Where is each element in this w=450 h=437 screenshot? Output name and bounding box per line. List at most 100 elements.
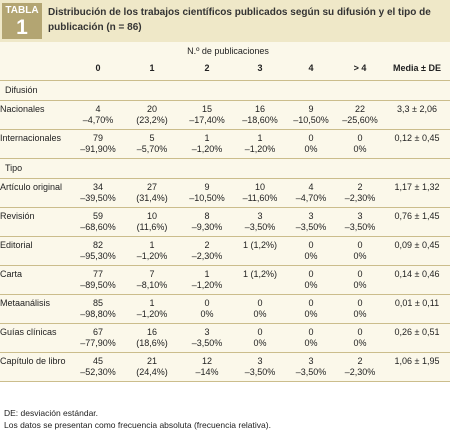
row-label: Artículo original — [0, 178, 72, 208]
blank-cell — [0, 60, 72, 81]
cell-line: (23,2%) — [136, 115, 168, 125]
header: TABLA 1 Distribución de los trabajos cie… — [0, 0, 450, 42]
cell: 0 0% — [336, 265, 384, 295]
cell: 0 0% — [180, 294, 234, 324]
cell-line: 0 — [257, 327, 263, 337]
stat-cell: 0,76 ± 1,45 — [384, 207, 450, 237]
cell-line: 0 — [357, 327, 363, 337]
cell: 34 –39,50% — [72, 178, 124, 208]
cell-line: 0 — [308, 133, 314, 143]
column-header: Media ± DE — [384, 60, 450, 81]
cell-line: 1 (1,2%) — [242, 240, 277, 250]
column-header-row: 0 1 2 3 4 > 4 Media ± DE — [0, 60, 450, 81]
cell-line: 67 — [92, 327, 103, 337]
column-header: 1 — [124, 60, 180, 81]
row-label: Nacionales — [0, 100, 72, 130]
cell-line: 0 — [357, 298, 363, 308]
cell-line: –3,50% — [344, 222, 376, 232]
data-row: Revisión 59 –68,60% 10 (11,6%) 8 –9,30% 3 –3,50%… — [0, 207, 450, 237]
cell-line: 0% — [353, 280, 367, 290]
cell-line: 9 — [308, 104, 314, 114]
cell: 77 –89,50% — [72, 265, 124, 295]
cell-line: –11,60% — [242, 193, 278, 203]
cell: 21 (24,4%) — [124, 352, 180, 382]
cell-line: –2,30% — [344, 193, 376, 203]
cell-line: 0% — [353, 144, 367, 154]
cell: 67 –77,90% — [72, 323, 124, 353]
cell-line: –1,20% — [191, 280, 223, 290]
cell-line: 3 — [204, 327, 210, 337]
cell: 3 –3,50% — [286, 352, 336, 382]
cell-line: 15 — [201, 104, 212, 114]
cell-line: 0% — [200, 309, 214, 319]
cell: 0 0% — [286, 265, 336, 295]
footnotes: DE: desviación estándar. Los datos se pre… — [4, 407, 271, 431]
cell-line: 0% — [353, 251, 367, 261]
cell: 10 (11,6%) — [124, 207, 180, 237]
cell: 3 –3,50% — [234, 352, 286, 382]
cell-line: 27 — [146, 182, 157, 192]
cell-line: 0 — [308, 327, 314, 337]
cell-line: –77,90% — [80, 338, 116, 348]
cell-line: –3,50% — [244, 222, 276, 232]
stat-cell: 0,09 ± 0,45 — [384, 236, 450, 266]
cell: 0 0% — [286, 236, 336, 266]
cell-line: 0% — [304, 309, 318, 319]
footnote: Los datos se presentan como frecuencia a… — [4, 420, 271, 430]
cell-line: –1,20% — [244, 144, 276, 154]
stat-cell: 1,06 ± 1,95 — [384, 352, 450, 382]
cell: 0 0% — [336, 294, 384, 324]
cell: 20 (23,2%) — [124, 100, 180, 130]
cell: 59 –68,60% — [72, 207, 124, 237]
row-label: Capítulo de libro — [0, 352, 72, 382]
cell: 5 –5,70% — [124, 129, 180, 159]
cell-line: –1,20% — [136, 309, 168, 319]
cell: 8 –9,30% — [180, 207, 234, 237]
cell-line: 0 — [204, 298, 210, 308]
cell-line: 3 — [357, 211, 363, 221]
cell-line: 0 — [257, 298, 263, 308]
row-label: Carta — [0, 265, 72, 295]
data-row: Metaanálisis 85 –98,80% 1 –1,20% 0 0% 0 0% 0 0% 0 0%… — [0, 294, 450, 324]
cell: 2 –2,30% — [336, 352, 384, 382]
cell-line: –3,50% — [191, 338, 223, 348]
cell-line: –3,50% — [295, 367, 327, 377]
cell-line: –3,50% — [244, 367, 276, 377]
cell-line: 45 — [92, 356, 103, 366]
cell-line: 12 — [201, 356, 212, 366]
table-title: Distribución de los trabajos científicos… — [48, 7, 431, 33]
cell-line: 1 — [149, 298, 155, 308]
cell-line: 0% — [304, 280, 318, 290]
cell-line: –10,50% — [189, 193, 225, 203]
cell-line: 82 — [92, 240, 103, 250]
cell: 0 0% — [286, 129, 336, 159]
cell: 3 –3,50% — [336, 207, 384, 237]
cell-line: –14% — [195, 367, 219, 377]
cell-line: 3 — [257, 211, 263, 221]
cell: 0 0% — [286, 294, 336, 324]
data-row: Guías clínicas 67 –77,90% 16 (18,6%) 3 –3,50% 0… — [0, 323, 450, 353]
cell-line: 1 — [204, 269, 210, 279]
blank-cell — [384, 42, 450, 60]
cell: 3 –3,50% — [286, 207, 336, 237]
cell-line: –91,90% — [80, 144, 116, 154]
cell-line: 7 — [149, 269, 155, 279]
cell: 3 –3,50% — [234, 207, 286, 237]
data-row: Carta 77 –89,50% 7 –8,10% 1 –1,20% 1 (1,2%) 0 0% 0… — [0, 265, 450, 295]
cell-line: 0 — [357, 269, 363, 279]
cell-line: –9,30% — [191, 222, 223, 232]
row-label: Internacionales — [0, 129, 72, 159]
cell-line: 85 — [92, 298, 103, 308]
data-row: Internacionales 79 –91,90% 5 –5,70% 1 –1,20% 1–… — [0, 129, 450, 159]
cell: 0 0% — [336, 129, 384, 159]
cell-line: –39,50% — [80, 193, 116, 203]
cell: 79 –91,90% — [72, 129, 124, 159]
cell-line: 10 — [254, 182, 265, 192]
cell-line: 79 — [92, 133, 103, 143]
cell-line: 4 — [308, 182, 314, 192]
cell-line: 0 — [308, 240, 314, 250]
cell-line: –8,10% — [136, 280, 168, 290]
cell-line: 1 (1,2%) — [242, 269, 277, 279]
cell-line: 0% — [253, 309, 267, 319]
